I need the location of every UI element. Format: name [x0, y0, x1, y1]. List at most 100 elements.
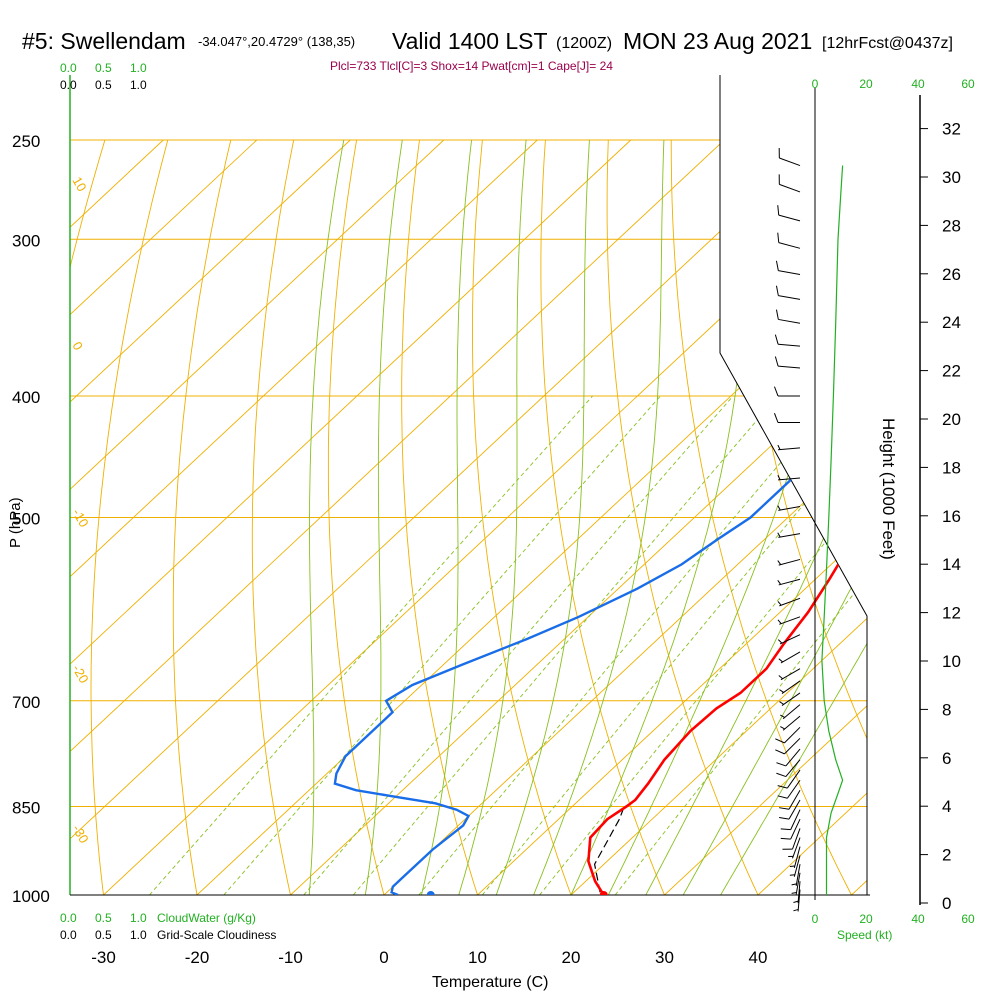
station-coords: -34.047°,20.4729° (138,35) [198, 34, 355, 49]
wind-barb-half-flag [778, 561, 781, 565]
cloudwater-label: CloudWater (g/Kg) [157, 911, 256, 925]
wind-barb-half-flag [778, 580, 781, 584]
wind-barb-flag [778, 233, 779, 243]
mixing-ratio-line [482, 396, 894, 895]
station-title: #5: Swellendam [22, 28, 186, 54]
isotherm-line [852, 140, 1000, 895]
wind-barb [779, 598, 800, 606]
height-tick-label: 28 [942, 216, 961, 235]
wind-barb-flag [776, 310, 778, 320]
wind-barb-half-flag [778, 640, 782, 643]
y-axis-title: P (hPa) [7, 497, 24, 548]
speed-tick-bottom: 60 [961, 912, 975, 926]
wind-barb [792, 838, 800, 859]
wind-barb-flag [775, 357, 778, 367]
forecast-label: [12hrFcst@0437z] [822, 35, 953, 52]
mixing-ratio-label: 20 [611, 896, 631, 916]
wind-barb-flag [776, 286, 778, 296]
wind-speed-profile [822, 166, 843, 896]
wind-barb-flag [774, 387, 778, 396]
speed-tick-top: 40 [911, 77, 925, 91]
temperature-tick-label: -30 [91, 948, 116, 967]
height-tick-label: 32 [942, 120, 961, 139]
upper-isotherm-label: 0 [719, 233, 741, 252]
cloudiness-scale-top-0: 0.0 [60, 78, 77, 92]
pressure-tick-label: 700 [12, 693, 40, 712]
wind-barb [782, 681, 800, 694]
wind-barb-half-flag [778, 601, 781, 605]
speed-tick-bottom: 20 [859, 912, 873, 926]
wind-barb [778, 534, 800, 538]
cloud-scale-bottom-0: 0.0 [60, 911, 77, 925]
wind-barb [779, 158, 800, 166]
height-tick-label: 6 [942, 749, 951, 768]
wind-barb [783, 716, 800, 730]
height-tick-label: 16 [942, 507, 961, 526]
wind-barb-flag [776, 773, 785, 776]
speed-tick-bottom: 0 [812, 912, 819, 926]
height-tick-label: 22 [942, 362, 961, 381]
cloudiness-scale-bottom-0: 0.0 [60, 928, 77, 942]
wind-barb [783, 705, 800, 719]
left-isotherm-label: -10 [69, 506, 91, 530]
wind-barb-half-flag [780, 727, 784, 729]
mixing-ratio-label: 12 [533, 896, 553, 916]
wind-barb [789, 800, 800, 819]
wind-barb [779, 579, 800, 585]
wind-barb-flag [778, 796, 788, 798]
upper-isotherm-label: 10 [742, 363, 769, 390]
wind-barb-flag [781, 838, 791, 839]
wind-barb-flag [779, 817, 789, 819]
wind-barb [781, 669, 800, 680]
speed-tick-bottom: 40 [911, 912, 925, 926]
wind-barb [786, 760, 800, 777]
plot-frame [70, 75, 870, 895]
cloud-scale-bottom-1: 0.5 [95, 911, 112, 925]
dry-adiabat-line [923, 140, 1000, 895]
temperature-trace [588, 166, 1000, 896]
plot-boundary [720, 75, 867, 895]
wind-barb-half-flag [779, 690, 783, 693]
speed-tick-top: 0 [812, 77, 819, 91]
parcel-path [595, 810, 623, 893]
wind-barb [778, 271, 800, 275]
wind-barb-half-flag [778, 506, 781, 510]
height-tick-label: 8 [942, 700, 951, 719]
mixing-ratio-label: 8 [477, 903, 494, 917]
wind-barb-flag [776, 261, 778, 271]
temperature-tick-label: -20 [185, 948, 210, 967]
wind-barb [778, 448, 800, 450]
wind-barb [791, 810, 800, 830]
wind-barb [778, 478, 800, 480]
wind-barb-flag [779, 808, 789, 810]
mixing-ratio-line [224, 396, 661, 895]
surface-dewpoint-marker [427, 891, 435, 899]
temperature-tick-label: 10 [468, 948, 487, 967]
cloud-scale-top-1: 0.5 [95, 61, 112, 75]
cloud-scale-top-0: 0.0 [60, 61, 77, 75]
temperature-tick-label: 0 [379, 948, 388, 967]
mixing-ratio-label: 2 [303, 903, 320, 917]
valid-time: Valid 1400 LST [392, 28, 548, 54]
cloudiness-scale-top-2: 1.0 [130, 78, 147, 92]
valid-date: MON 23 Aug 2021 [623, 28, 812, 54]
height-tick-label: 2 [942, 846, 951, 865]
temperature-tick-label: 20 [562, 948, 581, 967]
wind-barb [779, 559, 800, 565]
wind-barb-flag [775, 335, 778, 345]
cloudiness-label: Grid-Scale Cloudiness [157, 928, 276, 942]
cloud-scale-top-2: 1.0 [130, 61, 147, 75]
left-isotherm-label: 10 [69, 174, 89, 194]
wind-barb-half-flag [778, 533, 781, 537]
x-axis-title: Temperature (C) [432, 974, 548, 991]
wind-barb [779, 215, 800, 221]
height-tick-label: 12 [942, 604, 961, 623]
pressure-tick-label: 1000 [12, 887, 50, 906]
wind-barb-half-flag [790, 866, 795, 867]
mixing-ratio-line [304, 396, 733, 895]
wind-barb [791, 819, 800, 839]
wind-barb-half-flag [793, 909, 798, 910]
speed-tick-top: 60 [961, 77, 975, 91]
speed-tick-top: 20 [859, 77, 873, 91]
